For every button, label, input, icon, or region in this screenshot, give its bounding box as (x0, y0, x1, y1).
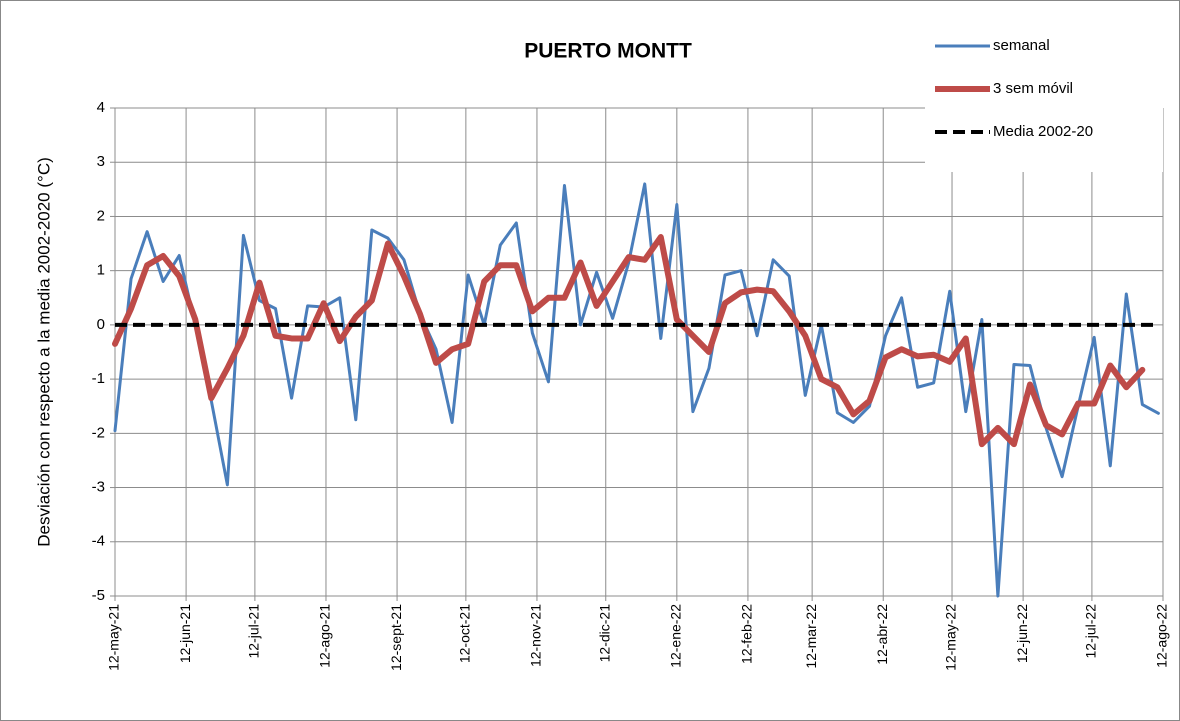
x-tick-label: 12-may-21 (106, 604, 122, 671)
x-tick-label: 12-dic-21 (596, 604, 612, 663)
series-line (113, 182, 1160, 598)
x-tick-label: 12-feb-22 (739, 604, 755, 664)
x-tick-label: 12-ago-21 (317, 604, 333, 668)
chart-title: PUERTO MONTT (524, 40, 692, 63)
y-tick-label: 4 (97, 99, 105, 116)
x-tick-label: 12-ago-22 (1154, 604, 1170, 668)
x-tick-label: 12-ene-22 (668, 604, 684, 668)
legend-label: semanal (993, 37, 1050, 54)
y-axis-label: Desviación con respecto a la media 2002-… (34, 157, 53, 547)
y-tick-label: 2 (97, 207, 105, 224)
x-tick-label: 12-oct-21 (457, 604, 473, 663)
legend-label: 3 sem móvil (993, 80, 1073, 97)
y-tick-label: -4 (92, 533, 105, 550)
x-tick-label: 12-jul-21 (246, 604, 262, 659)
y-tick-label: -5 (92, 587, 105, 604)
x-tick-label: 12-mar-22 (803, 604, 819, 669)
x-tick-label: 12-sept-21 (388, 604, 404, 671)
y-tick-label: -3 (92, 479, 105, 496)
y-tick-label: -2 (92, 424, 105, 441)
x-tick-label: 12-jun-22 (1014, 604, 1030, 663)
series-line (112, 234, 1146, 448)
x-tick-label: 12-abr-22 (874, 604, 890, 665)
legend-label: Media 2002-20 (993, 123, 1093, 140)
y-tick-label: 3 (97, 153, 105, 170)
legend-box (925, 28, 1163, 172)
x-tick-label: 12-jun-21 (177, 604, 193, 663)
x-tick-label: 12-jul-22 (1083, 604, 1099, 659)
x-tick-label: 12-nov-21 (528, 604, 544, 667)
x-tick-label: 12-may-22 (943, 604, 959, 671)
y-tick-label: -1 (92, 370, 105, 387)
y-tick-label: 1 (97, 262, 105, 279)
y-tick-label: 0 (97, 316, 105, 333)
